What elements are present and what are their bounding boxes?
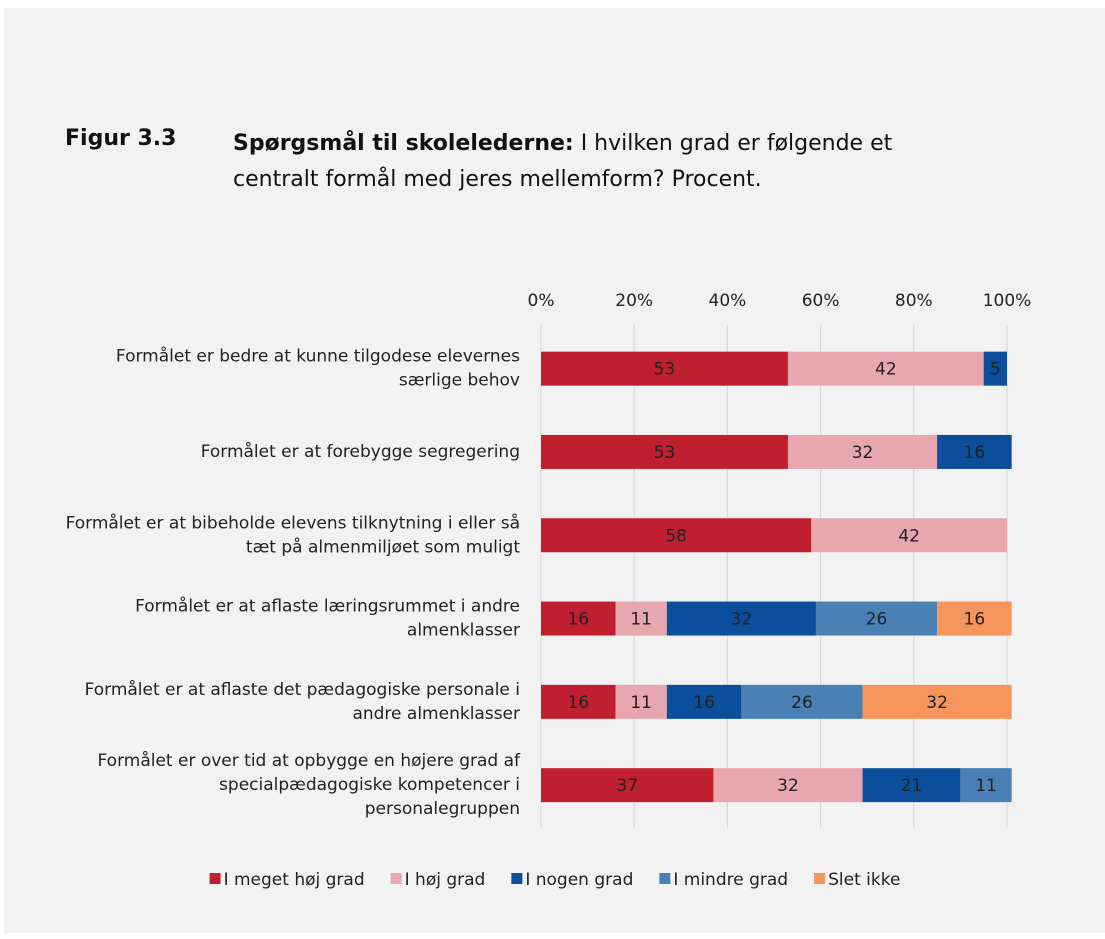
bar-segment	[787, 351, 984, 386]
data-label: 53	[654, 443, 676, 463]
legend-label: I meget høj grad	[224, 870, 365, 890]
legend-swatch	[209, 873, 221, 884]
data-label: 42	[875, 360, 897, 380]
x-tick-label: 20%	[615, 291, 653, 311]
data-label: 16	[693, 693, 715, 713]
bar-segment	[666, 684, 742, 719]
legend-swatch	[390, 873, 402, 884]
title-bold: Spørgsmål til skolelederne:	[233, 131, 574, 156]
data-label: 16	[964, 610, 986, 630]
x-tick-label: 40%	[709, 291, 747, 311]
y-tick-label: Formålet er bedre at kunne tilgodese ele…	[116, 346, 520, 391]
bar-segment	[960, 768, 1012, 803]
bar-segment	[862, 684, 1012, 719]
data-label: 32	[777, 776, 799, 796]
data-label: 5	[990, 360, 1001, 380]
bar-segment	[541, 768, 714, 803]
x-tick-label: 0%	[528, 291, 555, 311]
bar-segment	[666, 601, 816, 636]
legend-label: I mindre grad	[673, 870, 788, 890]
data-label: 11	[630, 610, 652, 630]
data-label: 11	[975, 776, 997, 796]
data-label: 32	[731, 610, 753, 630]
data-label: 32	[852, 443, 874, 463]
legend-swatch	[511, 873, 523, 884]
bar-segment	[741, 684, 863, 719]
bar-segment	[615, 601, 667, 636]
data-label: 21	[901, 776, 923, 796]
legend-swatch	[659, 873, 671, 884]
y-tick-label: Formålet er over tid at opbygge en højer…	[98, 750, 522, 819]
legend-label: I nogen grad	[525, 870, 633, 890]
legend-label: I høj grad	[405, 870, 486, 890]
data-label: 11	[630, 693, 652, 713]
data-label: 26	[791, 693, 813, 713]
bar-segment	[541, 434, 788, 469]
y-tick-label: Formålet er at forebygge segregering	[201, 441, 520, 462]
figure-label: Figur 3.3	[65, 126, 177, 151]
legend-swatch	[814, 873, 826, 884]
bar-segment	[862, 768, 961, 803]
x-tick-label: 80%	[895, 291, 933, 311]
bar-segment	[787, 434, 938, 469]
bar-segment	[811, 518, 1007, 553]
legend-label: Slet ikke	[828, 870, 900, 890]
bar-segment	[815, 601, 938, 636]
data-label: 16	[964, 443, 986, 463]
y-tick-label: Formålet er at bibeholde elevens tilknyt…	[66, 512, 521, 557]
x-tick-label: 100%	[983, 291, 1032, 311]
bar-segment	[615, 684, 667, 719]
bar-segment	[937, 601, 1012, 636]
data-label: 26	[866, 610, 888, 630]
y-tick-label: Formålet er at aflaste læringsrummet i a…	[135, 596, 520, 641]
chart-title: Spørgsmål til skolelederne: I hvilken gr…	[233, 126, 973, 198]
title-text: I hvilken grad er følgende et centralt f…	[233, 131, 893, 192]
bar-segment	[983, 351, 1007, 386]
data-label: 16	[567, 693, 589, 713]
data-label: 16	[567, 610, 589, 630]
bar-segment	[541, 518, 812, 553]
data-label: 32	[926, 693, 948, 713]
bar-segment	[713, 768, 863, 803]
x-tick-label: 60%	[802, 291, 840, 311]
bar-segment	[937, 434, 1012, 469]
data-label: 53	[654, 360, 676, 380]
data-label: 37	[616, 776, 638, 796]
data-label: 42	[898, 526, 920, 546]
bar-segment	[541, 601, 616, 636]
bar-segment	[541, 684, 616, 719]
y-tick-label: Formålet er at aflaste det pædagogiske p…	[85, 679, 520, 724]
data-label: 58	[665, 526, 687, 546]
bar-segment	[541, 351, 788, 386]
